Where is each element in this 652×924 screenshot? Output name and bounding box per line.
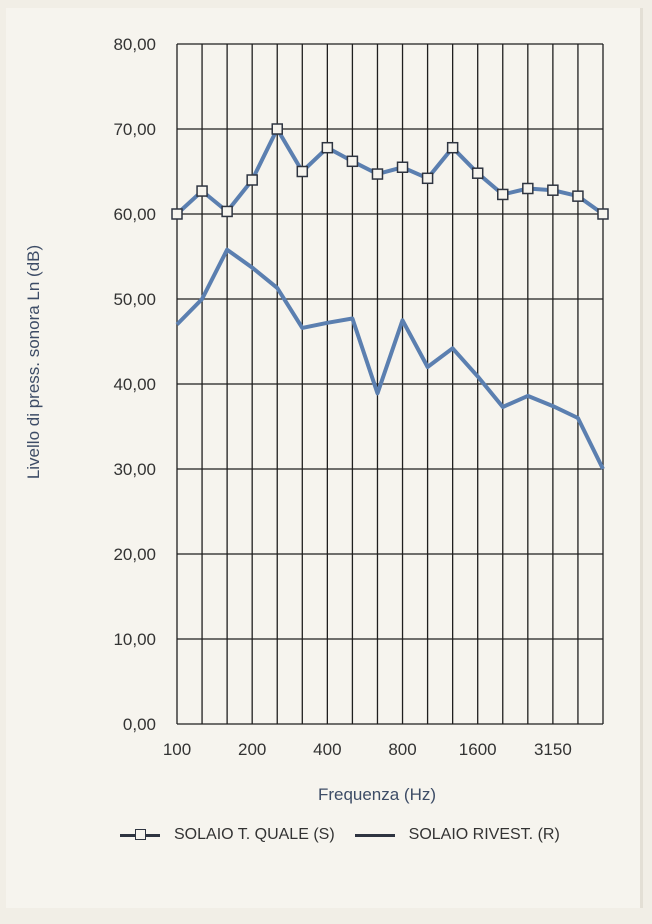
series-line-1 [175, 247, 605, 470]
legend-label-s: SOLAIO T. QUALE (S) [174, 826, 335, 843]
y-tick-label: 0,00 [123, 715, 156, 734]
series-marker-0 [271, 123, 283, 135]
x-axis-title: Frequenza (Hz) [318, 785, 436, 804]
series-marker-0 [471, 167, 484, 179]
y-tick-label: 30,00 [113, 460, 156, 479]
legend-line-marker-icon [120, 828, 160, 840]
legend-line-icon [354, 833, 395, 837]
x-tick-label: 100 [163, 740, 191, 759]
x-tick-label: 800 [388, 740, 416, 759]
y-tick-label: 40,00 [113, 375, 156, 394]
y-tick-labels: 0,00 10,00 20,00 30,00 40,00 50,00 60,00 70,00 8… [113, 35, 156, 734]
series-marker-0 [396, 161, 409, 173]
y-tick-label: 80,00 [113, 35, 156, 54]
series-marker-0 [497, 188, 509, 201]
legend-item-r: SOLAIO RIVEST. (R) [354, 826, 560, 844]
x-tick-label: 3150 [534, 740, 572, 759]
series-marker-0 [246, 174, 258, 186]
legend: SOLAIO T. QUALE (S) SOLAIO RIVEST. (R) [120, 826, 560, 844]
series-marker-0 [321, 141, 334, 154]
series-marker-0 [171, 208, 183, 220]
legend-item-s: SOLAIO T. QUALE (S) [120, 826, 335, 844]
series-markers [171, 123, 609, 220]
y-tick-label: 50,00 [113, 290, 156, 309]
series-marker-0 [296, 165, 309, 178]
series-line-0 [175, 127, 605, 216]
legend-label-r: SOLAIO RIVEST. (R) [408, 826, 560, 843]
series-marker-0 [446, 141, 459, 154]
x-tick-label: 1600 [459, 740, 497, 759]
series-marker-0 [371, 168, 384, 180]
series-marker-0 [421, 172, 434, 185]
x-tick-label: 200 [238, 740, 266, 759]
series-marker-0 [572, 190, 584, 202]
series-marker-0 [547, 184, 559, 196]
y-tick-label: 20,00 [113, 545, 156, 564]
series-marker-0 [522, 182, 534, 195]
chart-card [6, 8, 643, 908]
series-marker-0 [196, 185, 208, 197]
grid [176, 43, 604, 725]
x-tick-labels: 100 200 400 800 1600 3150 [163, 740, 572, 759]
x-tick-label: 400 [313, 740, 341, 759]
series-marker-0 [346, 155, 359, 168]
y-tick-label: 60,00 [113, 205, 156, 224]
series-marker-0 [221, 205, 233, 218]
series-marker-0 [597, 208, 609, 220]
y-tick-label: 70,00 [113, 120, 156, 139]
y-tick-label: 10,00 [113, 630, 156, 649]
